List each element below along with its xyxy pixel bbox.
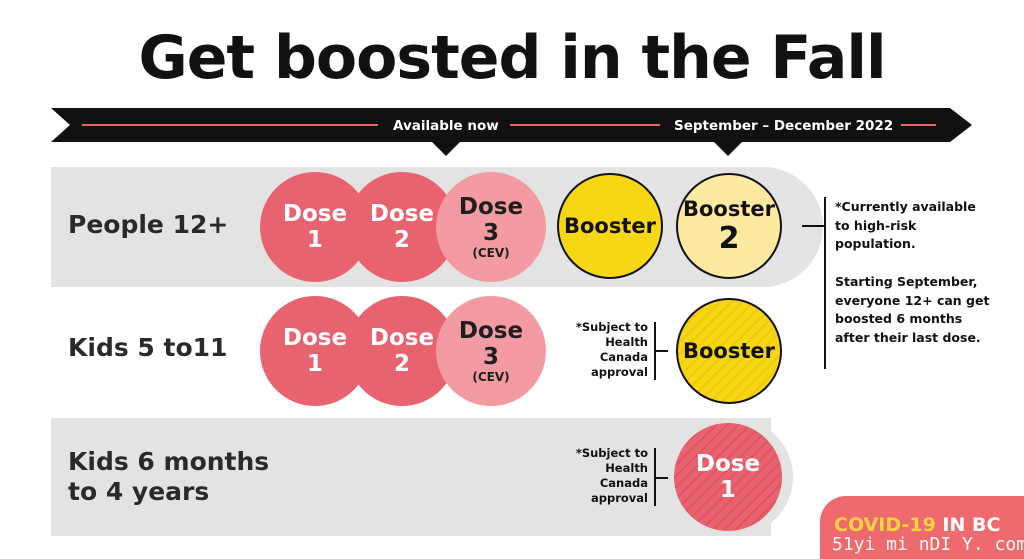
- footer-logo: COVID-19 IN BC: [834, 514, 1000, 536]
- timeline-label-now: Available now: [385, 116, 507, 136]
- row-label-kids6mo-line1: Kids 6 months: [68, 447, 270, 476]
- row-band-kids6mo: [51, 418, 771, 536]
- page-title: Get boosted in the Fall: [138, 23, 886, 93]
- dose-3-circle: Dose 3 (CEV): [436, 172, 546, 282]
- dose-1-circle: Dose 1: [674, 423, 782, 531]
- dose-word: Dose: [369, 325, 435, 351]
- timeline-label-later: September – December 2022: [666, 116, 902, 136]
- dose-word: Dose: [458, 318, 524, 344]
- dose-word: Dose: [282, 325, 348, 351]
- dose-number: 3: [482, 344, 499, 370]
- booster-2-circle: Booster 2: [676, 173, 782, 279]
- side-note-starting: Starting September, everyone 12+ can get…: [835, 274, 990, 345]
- dose-word: Dose: [282, 201, 348, 227]
- dose-word: Dose: [369, 201, 435, 227]
- dose-number: 1: [306, 351, 323, 377]
- booster-circle: Booster: [676, 298, 782, 404]
- footer-region-text: IN BC: [935, 514, 1001, 536]
- side-note-connector: [802, 225, 824, 227]
- dose-number: 2: [393, 351, 410, 377]
- booster-circle: Booster: [557, 173, 663, 279]
- footer-badge: [820, 496, 1024, 559]
- dose-subtext: (CEV): [472, 246, 510, 260]
- approval-note: *Subject to Health Canada approval: [575, 320, 648, 379]
- approval-note: *Subject to Health Canada approval: [575, 446, 648, 505]
- dose-2-circle: Dose 2: [347, 296, 457, 406]
- dose-word: Dose: [458, 194, 524, 220]
- dose-number: 1: [306, 227, 323, 253]
- dose-number: 1: [719, 477, 736, 503]
- side-note-current: *Currently available to high-risk popula…: [835, 199, 976, 251]
- row-label-kids6mo-line2: to 4 years: [68, 477, 210, 506]
- dose-number: 3: [482, 220, 499, 246]
- footer-covid-text: COVID-19: [834, 514, 936, 536]
- dose-word: Dose: [695, 451, 761, 477]
- dose-subtext: (CEV): [472, 370, 510, 384]
- side-note-bracket: [824, 197, 826, 369]
- dose-3-circle: Dose 3 (CEV): [436, 296, 546, 406]
- row-label-people12: People 12+: [68, 210, 229, 239]
- watermark: 51yi mi nDI Y. com: [832, 534, 1024, 555]
- booster-word: Booster: [683, 197, 775, 221]
- booster-word: Booster: [683, 339, 775, 363]
- approval-connector: [654, 350, 668, 352]
- dose-number: 2: [393, 227, 410, 253]
- booster-word: Booster: [564, 214, 656, 238]
- row-label-kids5to11: Kids 5 to11: [68, 333, 228, 362]
- approval-connector: [654, 477, 668, 479]
- booster-number: 2: [718, 221, 740, 256]
